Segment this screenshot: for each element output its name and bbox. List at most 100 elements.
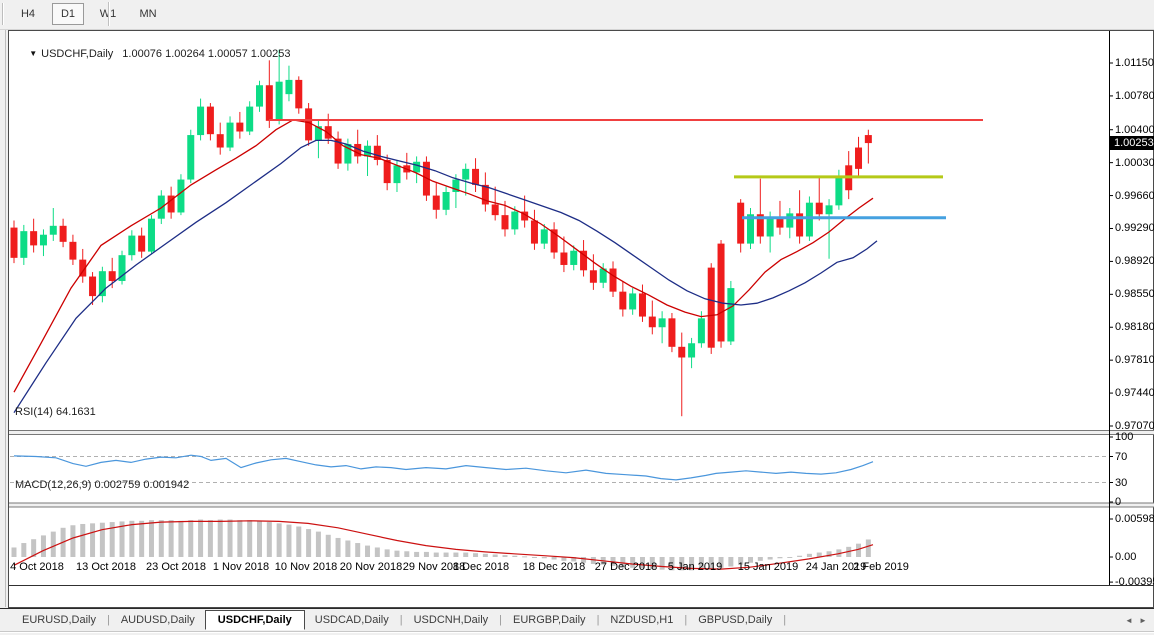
- chart-tab-usdchf[interactable]: USDCHF,Daily: [204, 609, 305, 630]
- macd-histogram-bar: [698, 557, 704, 570]
- symbol-dropdown-icon[interactable]: ▼: [29, 49, 38, 58]
- macd-histogram-bar: [325, 534, 331, 557]
- candle-body: [462, 168, 470, 180]
- candle-body: [472, 168, 480, 185]
- chart-tab-audusd[interactable]: AUDUSD,Daily: [120, 614, 195, 626]
- candle-body: [246, 106, 254, 132]
- candle-body: [747, 214, 754, 244]
- candle-body: [707, 267, 715, 348]
- macd-histogram-bar: [748, 557, 753, 563]
- candle-body: [236, 122, 244, 132]
- price-axis-label: 0.97070: [1115, 419, 1154, 432]
- candle-body: [305, 108, 313, 141]
- timeframe-button-mn[interactable]: MN: [139, 8, 157, 20]
- macd-histogram-bar: [856, 543, 862, 557]
- macd-histogram-bar: [31, 539, 37, 557]
- price-axis-label: 1.01150: [1115, 57, 1154, 69]
- price-axis-label: 0.98180: [1115, 321, 1154, 334]
- macd-histogram-bar: [266, 522, 272, 557]
- candle-body: [98, 271, 106, 297]
- macd-histogram-bar: [345, 540, 351, 557]
- timeframe-button-h4[interactable]: H4: [20, 8, 36, 20]
- chart-tab-nzdusd[interactable]: NZDUSD,H1: [610, 614, 674, 626]
- macd-histogram-bar: [581, 557, 587, 563]
- candle-body: [855, 147, 863, 169]
- macd-histogram-bar: [158, 520, 164, 557]
- date-label: 29 Nov 2018: [402, 561, 466, 573]
- timeframe-button-d1[interactable]: D1: [52, 3, 84, 25]
- macd-histogram-bar: [11, 547, 17, 557]
- price-axis-label: 1.00400: [1115, 123, 1154, 136]
- candle-body: [69, 241, 77, 260]
- macd-axis-label: -0.003954: [1115, 576, 1154, 589]
- macd-histogram-bar: [639, 557, 645, 569]
- price-axis-label: 1.00780: [1115, 89, 1154, 102]
- macd-histogram-bar: [463, 552, 469, 557]
- chart-tab-eurusd[interactable]: EURUSD,Daily: [22, 614, 96, 626]
- macd-histogram-bar: [286, 524, 292, 557]
- candle-body: [324, 126, 332, 139]
- macd-histogram-bar: [620, 557, 626, 568]
- candle-body: [766, 218, 774, 237]
- chart-window[interactable]: ▼ USDCHF,Daily 1.00076 1.00264 1.00057 1.0…: [8, 30, 1154, 608]
- candle-body: [118, 255, 126, 281]
- macd-histogram-bar: [148, 520, 154, 557]
- candle-body: [226, 122, 234, 148]
- macd-histogram-bar: [826, 551, 832, 557]
- macd-histogram-bar: [394, 550, 400, 557]
- candle-body: [678, 346, 686, 358]
- macd-histogram-bar: [50, 531, 56, 557]
- candle-body: [128, 235, 136, 256]
- date-label: 20 Nov 2018: [339, 561, 403, 573]
- date-label: 1 Nov 2018: [212, 561, 270, 573]
- date-label: 18 Dec 2018: [522, 561, 586, 573]
- chart-canvas[interactable]: [9, 31, 1154, 609]
- candle-body: [521, 211, 529, 221]
- chart-symbol-label: USDCHF,Daily: [41, 48, 114, 60]
- macd-histogram-bar: [541, 557, 547, 559]
- chart-tabs: EURUSD,Daily | AUDUSD,Daily USDCHF,Daily USD…: [12, 609, 787, 631]
- macd-histogram-bar: [659, 557, 665, 570]
- tab-scroll-left-icon[interactable]: ◄: [1125, 616, 1133, 625]
- macd-histogram-bar: [227, 519, 233, 557]
- candle-body: [589, 270, 597, 283]
- candle-body: [334, 138, 342, 164]
- macd-histogram-bar: [787, 557, 793, 558]
- chart-tab-gbpusd[interactable]: GBPUSD,Daily: [698, 614, 773, 626]
- chart-tab-usdcnh[interactable]: USDCNH,Daily: [413, 614, 489, 626]
- chart-tab-usdcad[interactable]: USDCAD,Daily: [314, 614, 389, 626]
- date-label: 24 Jan 2019: [805, 561, 867, 573]
- macd-histogram-bar: [708, 557, 714, 570]
- candle-body: [619, 291, 627, 310]
- macd-histogram-bar: [816, 552, 822, 557]
- candle-body: [638, 293, 646, 317]
- candle-body: [39, 234, 47, 246]
- macd-histogram-bar: [139, 520, 145, 557]
- candle-body: [825, 205, 833, 215]
- rsi-axis-label: 100: [1115, 431, 1134, 443]
- candle-body: [197, 106, 205, 136]
- candle-body: [580, 250, 588, 271]
- macd-histogram-bar: [188, 520, 194, 557]
- candle-body: [570, 250, 578, 265]
- macd-histogram-bar: [276, 523, 282, 557]
- macd-histogram-bar: [482, 553, 488, 557]
- candle-body: [344, 143, 352, 164]
- candle-body: [442, 192, 450, 210]
- macd-histogram-bar: [679, 557, 685, 571]
- macd-histogram-bar: [178, 520, 184, 557]
- panel-splitter: [9, 430, 1154, 435]
- chart-tab-eurgbp[interactable]: EURGBP,Daily: [513, 614, 586, 626]
- candle-body: [530, 220, 538, 244]
- macd-histogram-bar: [453, 552, 459, 557]
- rsi-axis-label: 0: [1115, 496, 1122, 508]
- macd-histogram-bar: [738, 557, 744, 565]
- chart-tab-bar: EURUSD,Daily | AUDUSD,Daily USDCHF,Daily USD…: [0, 608, 1154, 635]
- candle-body: [668, 318, 676, 347]
- candle-body: [206, 106, 214, 135]
- candle-body: [697, 318, 705, 344]
- macd-histogram-bar: [335, 537, 341, 557]
- candle-body: [354, 143, 362, 157]
- tab-scroll-right-icon[interactable]: ►: [1139, 616, 1147, 625]
- macd-histogram-bar: [473, 553, 479, 557]
